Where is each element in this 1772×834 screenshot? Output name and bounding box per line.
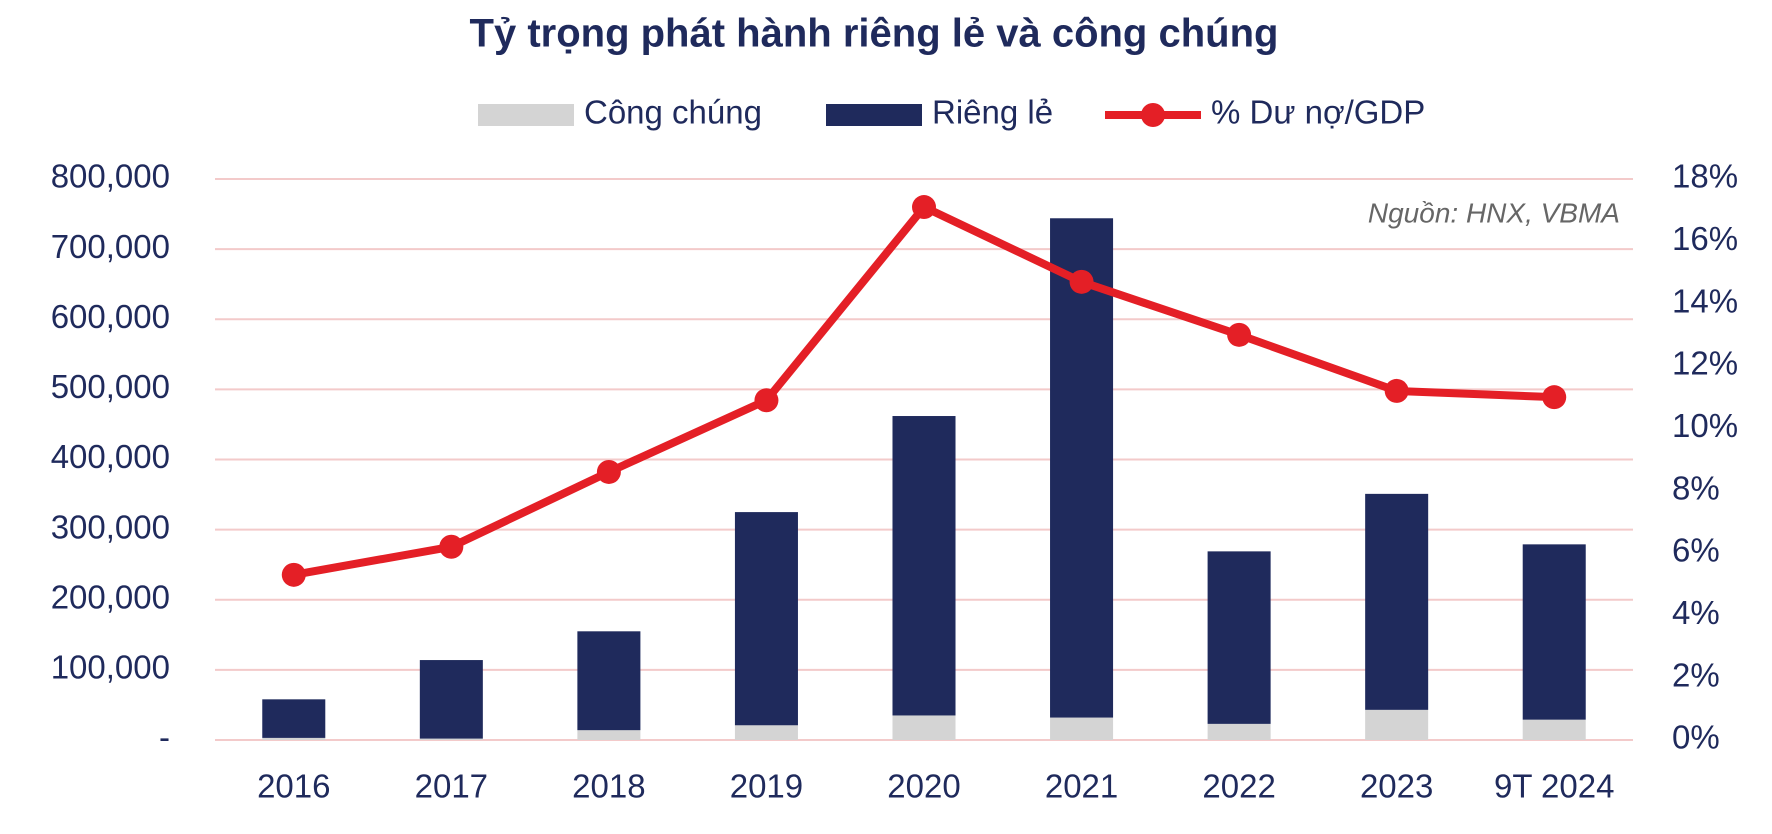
x-tick-label: 9T 2024 (1494, 768, 1615, 805)
line-marker (1384, 378, 1409, 403)
legend-label: Riêng lẻ (932, 94, 1053, 131)
x-tick-label: 2016 (257, 768, 330, 805)
y-tick-label: 400,000 (51, 438, 170, 475)
line-marker (1069, 269, 1094, 294)
legend-swatch (826, 104, 922, 126)
legend-label: % Dư nợ/GDP (1211, 94, 1425, 131)
bar (1522, 544, 1586, 720)
line-marker (281, 562, 306, 587)
bar (734, 725, 798, 740)
bar (892, 416, 956, 716)
y2-tick-label: 2% (1672, 656, 1720, 693)
line-marker (754, 388, 779, 413)
x-tick-label: 2023 (1360, 768, 1433, 805)
bar (1365, 493, 1429, 710)
legend-swatch (1141, 103, 1165, 127)
x-tick-label: 2018 (572, 768, 645, 805)
bar (419, 738, 483, 740)
bar (892, 715, 956, 740)
x-tick-label: 2019 (730, 768, 803, 805)
line-marker (596, 459, 621, 484)
x-tick-label: 2022 (1202, 768, 1275, 805)
y2-tick-label: 0% (1672, 719, 1720, 756)
bar (1207, 551, 1271, 724)
y2-tick-label: 12% (1672, 345, 1738, 382)
line-marker (912, 195, 936, 220)
y-tick-label: 700,000 (51, 228, 170, 265)
line-marker (1542, 385, 1567, 410)
x-tick-label: 2017 (415, 768, 488, 805)
bar (262, 737, 326, 740)
bar (1050, 218, 1114, 718)
bar (1365, 709, 1429, 740)
y2-tick-label: 18% (1672, 158, 1738, 195)
y2-tick-label: 6% (1672, 532, 1720, 569)
bar (419, 660, 483, 739)
bar (577, 730, 641, 740)
y-tick-label: 600,000 (51, 298, 170, 335)
line-marker (439, 534, 464, 559)
legend-swatch (478, 104, 574, 126)
y-tick-label: 100,000 (51, 649, 170, 686)
y2-tick-label: 4% (1672, 594, 1720, 631)
y2-tick-label: 10% (1672, 407, 1738, 444)
bar (1050, 717, 1114, 740)
y2-tick-label: 16% (1672, 220, 1738, 257)
x-tick-label: 2021 (1045, 768, 1118, 805)
bar (262, 699, 326, 738)
y2-tick-label: 8% (1672, 469, 1720, 506)
y-tick-label: 200,000 (51, 578, 170, 615)
y-tick-label: 500,000 (51, 368, 170, 405)
y-tick-label: 300,000 (51, 508, 170, 545)
y2-tick-label: 14% (1672, 282, 1738, 319)
bar (734, 512, 798, 726)
bar (1207, 723, 1271, 740)
bar (1522, 719, 1586, 740)
y-tick-label: 800,000 (51, 158, 170, 195)
bar (577, 631, 641, 731)
legend-label: Công chúng (584, 94, 762, 131)
y-tick-label: - (159, 719, 170, 756)
chart-title: Tỷ trọng phát hành riêng lẻ và công chún… (470, 12, 1279, 56)
line-marker (1227, 322, 1252, 347)
x-tick-label: 2020 (887, 768, 960, 805)
source-note: Nguồn: HNX, VBMA (1368, 197, 1620, 228)
